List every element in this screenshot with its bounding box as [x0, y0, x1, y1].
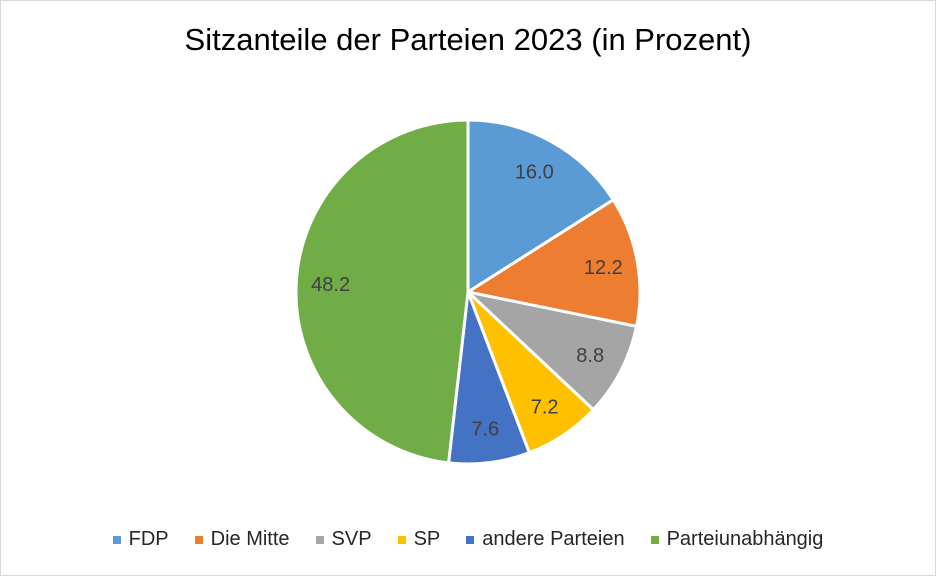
legend-label: SVP [331, 528, 372, 550]
data-label: 48.2 [311, 274, 350, 296]
legend-swatch [194, 535, 203, 544]
data-label: 16.0 [515, 161, 554, 183]
legend: FDP Die Mitte SVP SP andere Parteien Parteiun… [0, 528, 936, 551]
pie-slice-parteiunabhängig [294, 118, 470, 465]
legend-label: Die Mitte [210, 528, 290, 550]
legend-label: andere Parteien [482, 528, 625, 550]
data-label: 12.2 [584, 257, 623, 279]
pie-slice-fdp [466, 118, 616, 295]
data-label: 8.8 [576, 345, 604, 367]
legend-item: Parteiunabhängig [650, 528, 824, 551]
legend-label: FDP [128, 528, 169, 550]
legend-swatch [112, 535, 121, 544]
legend-item: SVP [315, 528, 372, 551]
legend-item: Die Mitte [194, 528, 290, 551]
legend-item: FDP [112, 528, 169, 551]
legend-swatch [315, 535, 324, 544]
legend-label: Parteiunabhängig [666, 528, 824, 550]
legend-swatch [650, 535, 659, 544]
data-label: 7.6 [471, 419, 499, 441]
legend-item: SP [397, 528, 441, 551]
pie-slice-svp [463, 289, 639, 412]
legend-swatch [397, 535, 406, 544]
legend-swatch [466, 535, 475, 544]
data-label: 7.2 [531, 396, 559, 418]
legend-label: SP [413, 528, 441, 550]
legend-item: andere Parteien [466, 528, 625, 551]
pie-slice-die-mitte [464, 197, 642, 329]
chart-title: Sitzanteile der Parteien 2023 (in Prozen… [184, 22, 752, 57]
